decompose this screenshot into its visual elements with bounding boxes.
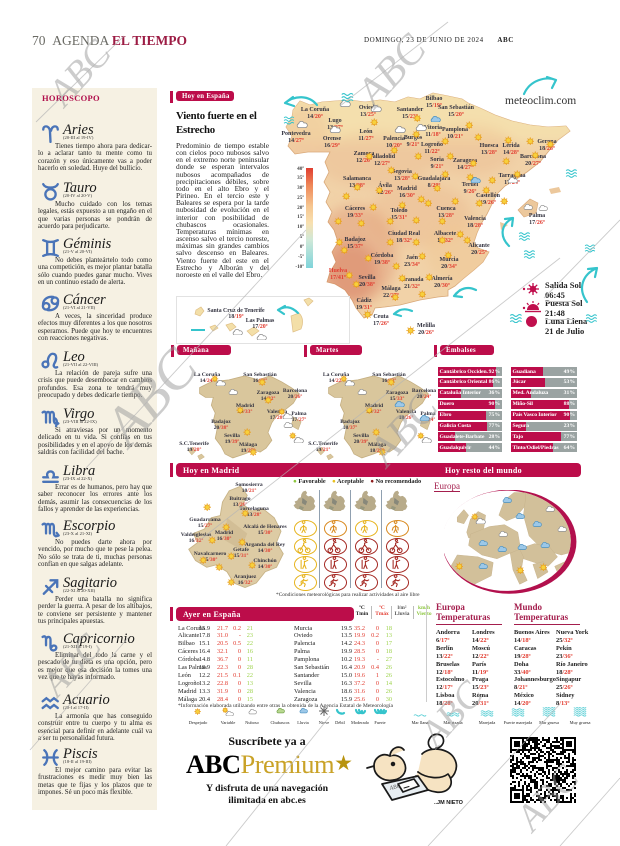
svg-text:ABC: ABC (388, 783, 402, 792)
svg-text:..JM NIETO: ..JM NIETO (434, 800, 464, 806)
